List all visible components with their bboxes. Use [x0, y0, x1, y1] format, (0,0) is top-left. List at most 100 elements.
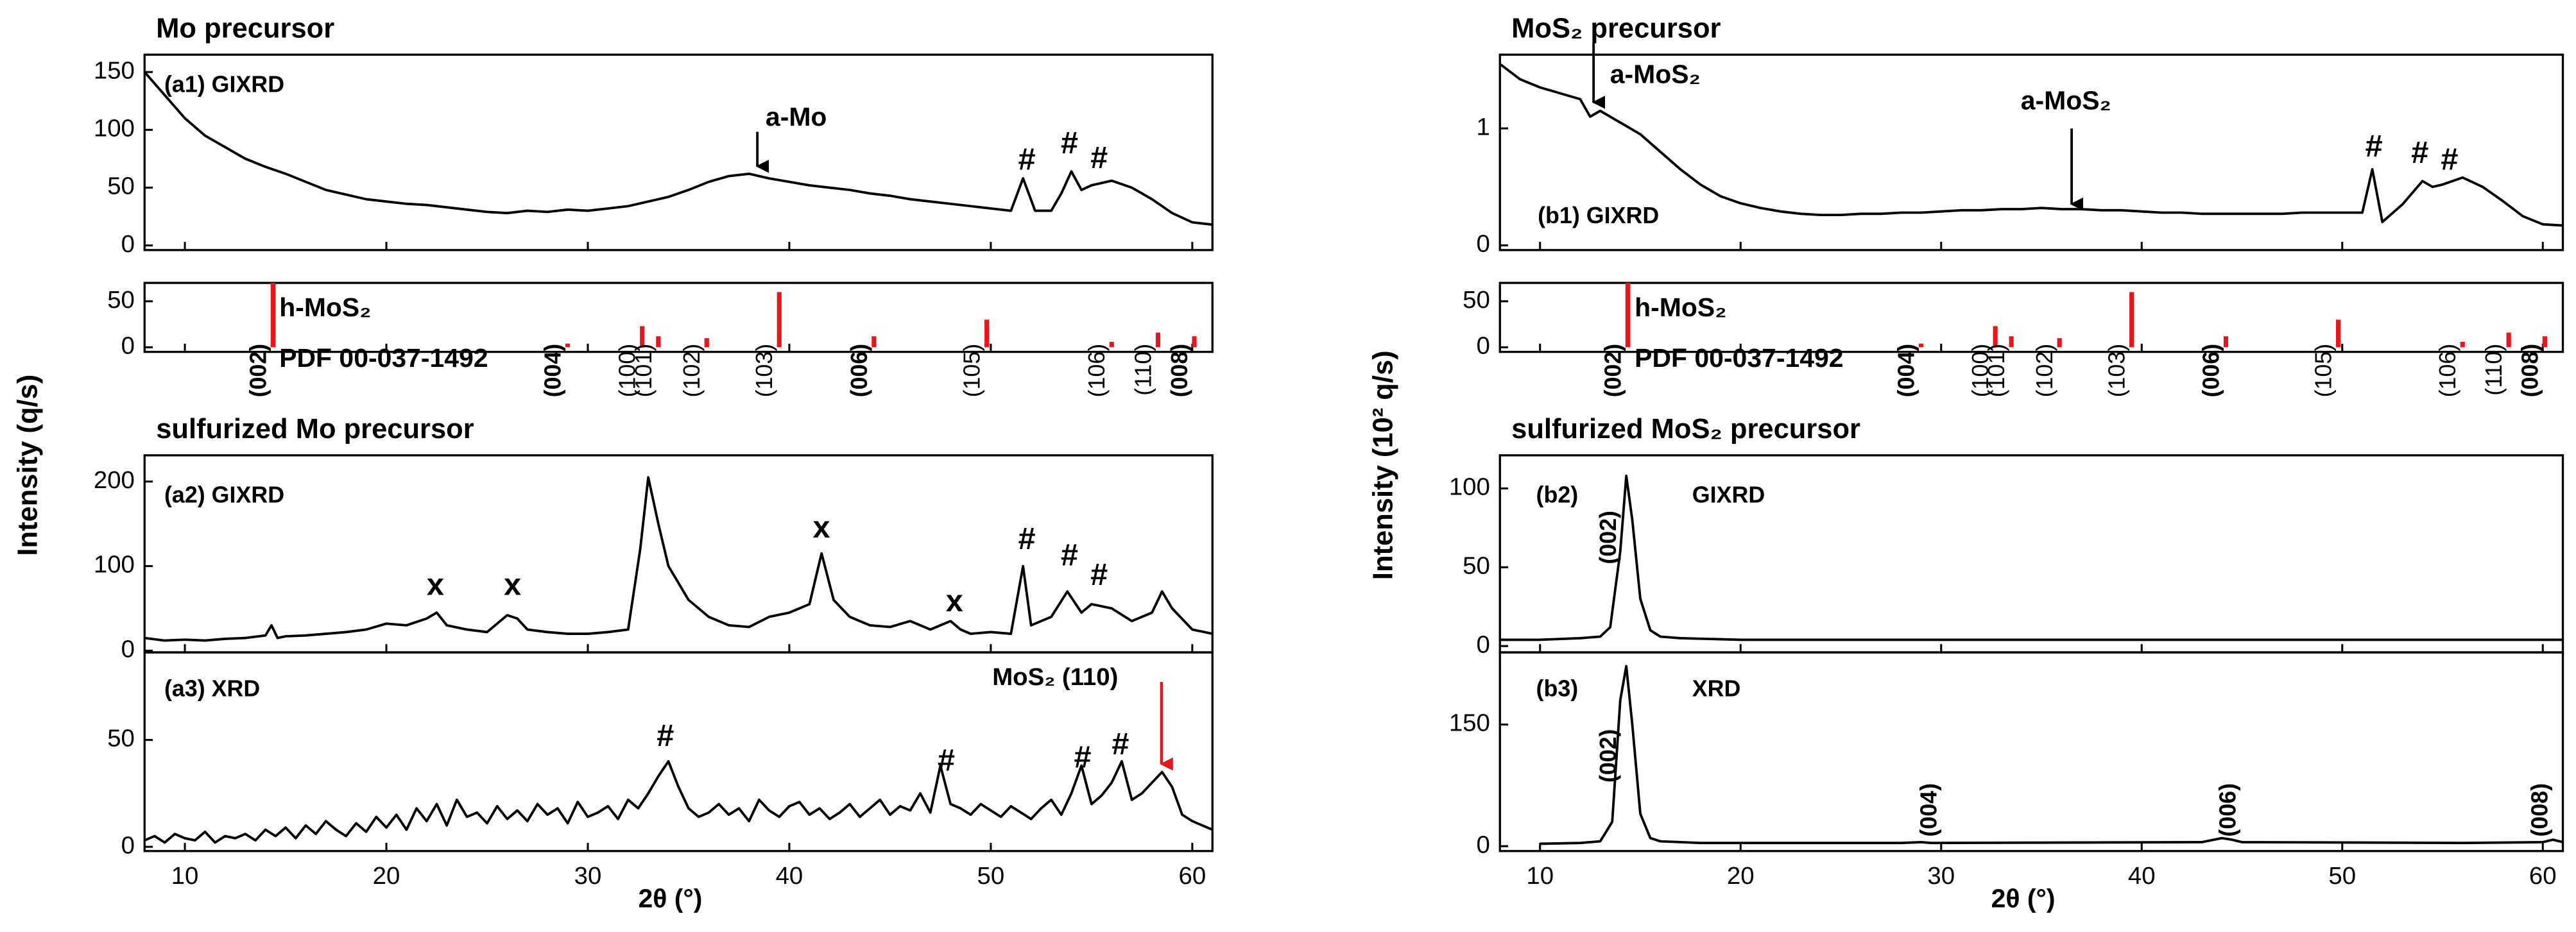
annotation: x	[504, 568, 521, 602]
peak-label: (103)	[751, 344, 777, 398]
frame	[1498, 282, 2564, 353]
y-tick-label: 0	[121, 831, 135, 859]
x-tick-label: 40	[776, 862, 803, 890]
peak-label: (106)	[1084, 344, 1110, 398]
annotation: (002)	[1595, 511, 1621, 564]
peak-label: (008)	[1167, 344, 1192, 398]
annotation: (004)	[1916, 783, 1941, 837]
annotation: (006)	[2215, 783, 2240, 837]
x-tick-label: 40	[2128, 862, 2156, 890]
x-tick-label: 60	[2529, 862, 2557, 890]
peak-label: (102)	[2032, 344, 2057, 398]
annotation: #	[2411, 135, 2428, 170]
annotation: #	[938, 743, 955, 777]
annotation: #	[1090, 557, 1108, 592]
x-axis-label: 2θ (°)	[1991, 883, 2056, 913]
x-tick-label: 60	[1179, 862, 1206, 890]
annotation: (b1) GIXRD	[1538, 203, 1659, 228]
annotation: #	[1018, 521, 1035, 556]
peak-label: (102)	[679, 344, 705, 398]
x-tick-label: 20	[373, 862, 400, 890]
peak-label: (103)	[2104, 344, 2130, 398]
annotation: (008)	[2527, 783, 2553, 837]
annotation: (a2) GIXRD	[164, 482, 284, 507]
y-tick-label: 100	[94, 551, 135, 579]
y-tick-label: 50	[107, 173, 135, 200]
y-tick-label: 0	[1477, 230, 1490, 258]
panel: 0 100 200 sulfurized Mo precursor (a2) GIXRD…	[94, 414, 1214, 663]
peak-label: (100)	[1968, 344, 1993, 398]
y-tick-label: 1	[1477, 113, 1490, 140]
annotation: (a1) GIXRD	[164, 71, 284, 97]
curve	[144, 759, 1213, 844]
frame	[143, 53, 1214, 251]
peak-label: (106)	[2435, 344, 2460, 398]
y-tick-label: 150	[1449, 709, 1490, 737]
x-tick-label: 30	[574, 862, 602, 890]
annotation: #	[1090, 140, 1108, 175]
peak-label: (002)	[246, 344, 271, 398]
peak-label: (008)	[2517, 344, 2543, 398]
y-tick-label: 150	[94, 56, 135, 84]
peak-label: (006)	[2198, 344, 2224, 398]
panel: 0 50 10 20 30 40 50 60 2θ (°) (a3) XRD # # # # MoS₂ (1…	[107, 651, 1214, 913]
panel-title: sulfurized MoS₂ precursor	[1511, 414, 1860, 445]
peak-label: (110)	[1130, 344, 1156, 396]
annotation: #	[1018, 142, 1035, 176]
annotation: (b2)	[1536, 482, 1579, 507]
panel-title: MoS₂ precursor	[1511, 13, 1721, 44]
annotation: PDF 00-037-1492	[279, 343, 488, 373]
annotation: #	[1061, 538, 1078, 572]
panel: 0 50 (002) (004) (100)(101) (102) (103) (006) (1…	[107, 282, 1214, 398]
y-tick-label: 50	[107, 725, 135, 752]
y-tick-label: 0	[121, 332, 135, 360]
y-tick-label: 0	[121, 636, 135, 663]
y-tick-label: 50	[107, 286, 135, 314]
annotation: x	[427, 568, 444, 602]
y-tick-label: 0	[121, 230, 135, 258]
y-tick-label: 100	[1449, 473, 1490, 501]
annotation: #	[2366, 129, 2383, 164]
y-axis-label: Intensity (q/s)	[13, 375, 44, 556]
annotation: XRD	[1692, 675, 1741, 701]
annotation: #	[2441, 142, 2458, 176]
annotation: h-MoS₂	[279, 292, 371, 322]
y-tick-label: 50	[1463, 286, 1490, 314]
annotation: MoS₂ (110)	[992, 663, 1118, 691]
y-tick-label: 0	[1477, 831, 1490, 858]
annotation: x	[946, 584, 963, 618]
x-tick-label: 10	[1526, 862, 1554, 890]
annotation: PDF 00-037-1492	[1635, 343, 1843, 373]
y-tick-label: 200	[94, 466, 135, 494]
y-tick-label: 100	[94, 115, 135, 142]
curve	[1500, 474, 2563, 641]
panel: 0 50 100 150 Mo precursor Intensity (q/s) (a1)…	[13, 13, 1214, 556]
curve	[1500, 63, 2563, 227]
y-tick-label: 0	[1477, 332, 1490, 360]
panel: 0 50 (002) (004) (100)(101) (102) (103) (006) (1…	[1463, 282, 2564, 398]
frame	[143, 651, 1214, 852]
panel-title: sulfurized Mo precursor	[156, 414, 474, 445]
curve	[1540, 665, 2563, 845]
frame	[143, 282, 1214, 353]
annotation: #	[1074, 740, 1091, 774]
peak-label: (105)	[2311, 344, 2337, 398]
frame	[143, 454, 1214, 654]
panel: 0 150 10 20 30 40 50 60 2θ (°) (b3) XRD (002) (004) (…	[1449, 651, 2564, 913]
annotation: x	[812, 510, 830, 545]
peak-label: (101)	[1984, 344, 2009, 398]
peak-label: (004)	[540, 344, 566, 398]
peak-label: (105)	[959, 344, 985, 398]
x-tick-label: 30	[1927, 862, 1955, 890]
peak-label: (100)	[615, 344, 640, 398]
panel: 0 1 MoS₂ precursor Intensity (10² q/s) a-MoS…	[1368, 13, 2564, 580]
y-tick-label: 0	[1477, 631, 1490, 658]
annotation: (b3)	[1536, 675, 1579, 701]
frame	[1498, 651, 2564, 852]
panel-title: Mo precursor	[156, 13, 334, 44]
x-axis-label: 2θ (°)	[639, 883, 703, 913]
annotation: a-MoS₂	[1610, 59, 1701, 89]
annotation: h-MoS₂	[1635, 292, 1726, 322]
peak-label: (006)	[846, 344, 872, 398]
